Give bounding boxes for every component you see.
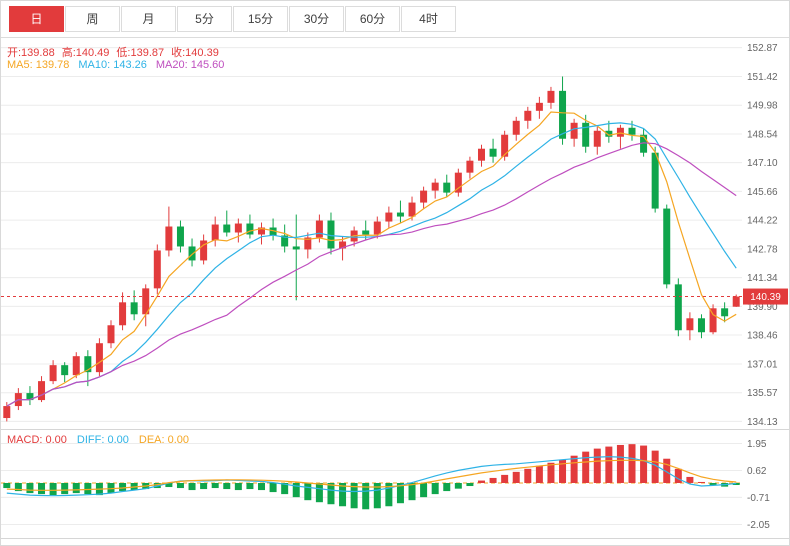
ma-legend-ma10: MA10: 143.26 — [78, 59, 147, 71]
bottom-divider — [1, 538, 789, 539]
svg-text:134.13: 134.13 — [747, 417, 778, 428]
ohlc-open: 开:139.88 — [7, 47, 55, 59]
svg-text:145.66: 145.66 — [747, 187, 778, 198]
svg-text:-2.05: -2.05 — [747, 520, 770, 531]
svg-text:137.01: 137.01 — [747, 359, 778, 370]
tab-15min[interactable]: 15分 — [233, 6, 288, 32]
ma-legend-ma5: MA5: 139.78 — [7, 59, 70, 71]
tab-30min[interactable]: 30分 — [289, 6, 344, 32]
tab-60min[interactable]: 60分 — [345, 6, 400, 32]
ohlc-legend: 开:139.88 高:140.49 低:139.87 收:140.39 — [7, 44, 226, 60]
svg-text:0.62: 0.62 — [747, 466, 767, 477]
svg-text:139.90: 139.90 — [747, 302, 778, 313]
svg-text:152.87: 152.87 — [747, 43, 778, 54]
tab-4hour[interactable]: 4时 — [401, 6, 456, 32]
macd-legend-dea: DEA: 0.00 — [138, 434, 190, 446]
main-candlestick-chart[interactable]: 152.87 151.42 149.98 148.54 147.10 145.66 144.… — [1, 38, 789, 429]
svg-text:-0.71: -0.71 — [747, 493, 770, 504]
tab-month[interactable]: 月 — [121, 6, 176, 32]
tab-5min[interactable]: 5分 — [177, 6, 232, 32]
svg-text:142.78: 142.78 — [747, 244, 778, 255]
svg-text:138.46: 138.46 — [747, 331, 778, 342]
period-toolbar: 日周月 5分 15分 30分 60分 4时 — [1, 1, 789, 37]
svg-text:147.10: 147.10 — [747, 158, 778, 169]
ohlc-high: 高:140.49 — [61, 47, 110, 59]
svg-text:151.42: 151.42 — [747, 72, 778, 83]
svg-text:148.54: 148.54 — [747, 129, 778, 140]
svg-text:149.98: 149.98 — [747, 101, 778, 112]
tab-week[interactable]: 周 — [65, 6, 120, 32]
ma-legend: MA5: 139.78 MA10: 143.26 MA20: 145.60 — [7, 59, 233, 71]
macd-legend: MACD: 0.00 DIFF: 0.00 DEA: 0.00 — [7, 434, 199, 446]
macd-indicator-chart[interactable]: 1.95 0.62 -0.71 -2.05 — [1, 430, 789, 538]
tab-day[interactable]: 日 — [9, 6, 64, 32]
ohlc-low: 低:139.87 — [116, 47, 165, 59]
chart-area: 开:139.88 高:140.49 低:139.87 收:140.39 MA5: 13… — [1, 37, 789, 545]
ma-legend-ma20: MA20: 145.60 — [155, 59, 225, 71]
svg-text:141.34: 141.34 — [747, 273, 778, 284]
svg-text:140.39: 140.39 — [750, 292, 781, 303]
ohlc-close: 收:140.39 — [171, 47, 219, 59]
macd-legend-diff: DIFF: 0.00 — [76, 434, 129, 446]
macd-legend-macd: MACD: 0.00 — [7, 434, 67, 446]
svg-text:1.95: 1.95 — [747, 439, 767, 450]
svg-text:144.22: 144.22 — [747, 216, 778, 227]
panel-divider — [1, 429, 789, 430]
svg-text:135.57: 135.57 — [747, 388, 778, 399]
